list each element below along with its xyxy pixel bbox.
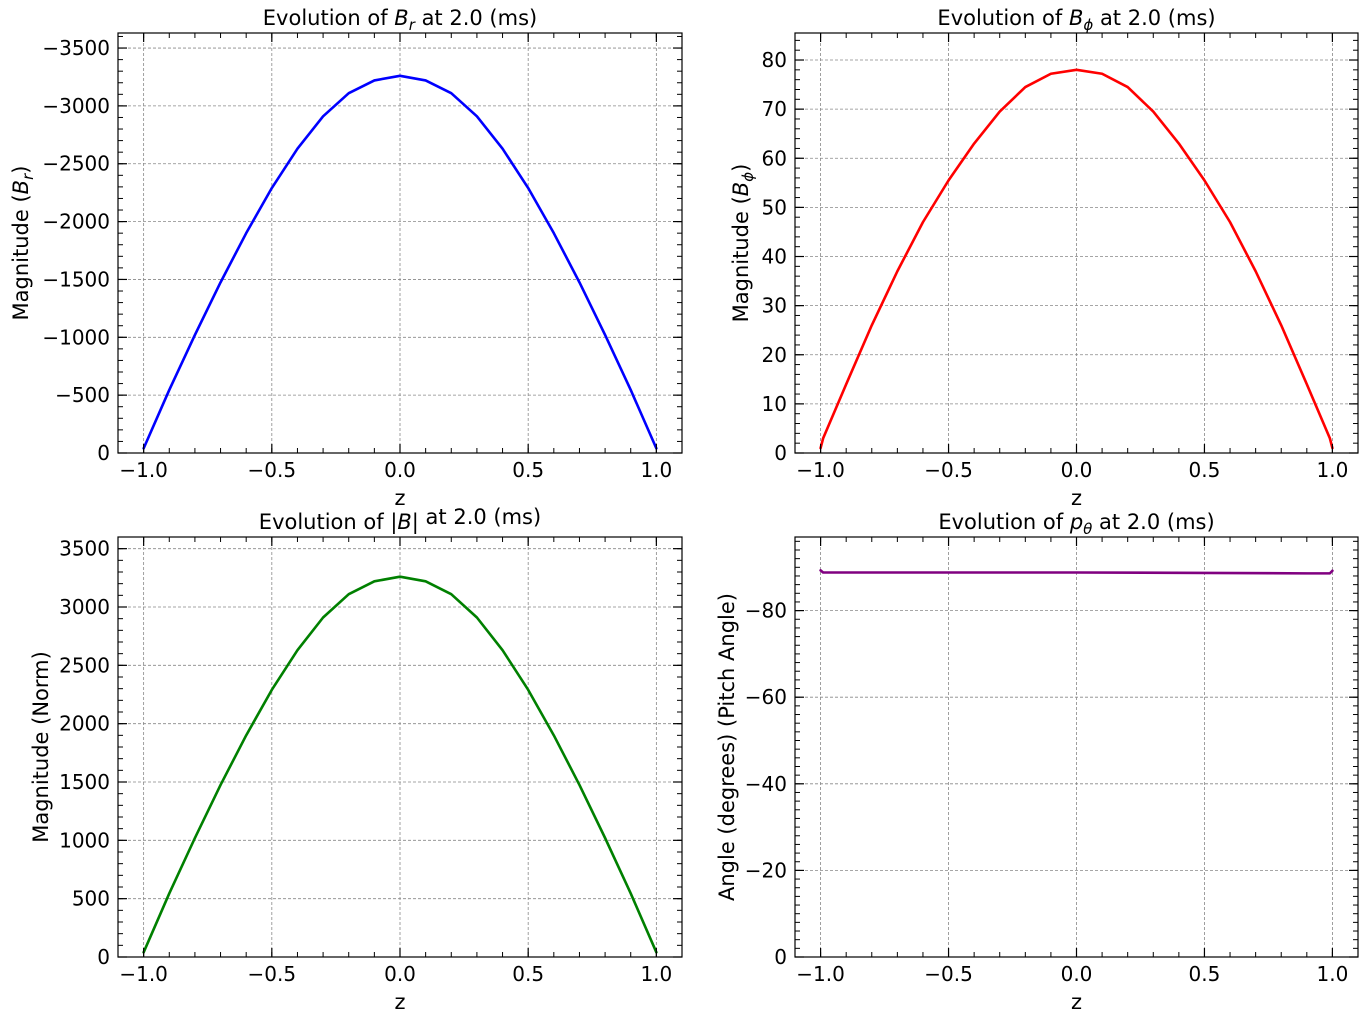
x-tick-label: −0.5 bbox=[924, 458, 973, 482]
x-tick-label: 1.0 bbox=[640, 458, 672, 482]
x-tick-label: −1.0 bbox=[796, 962, 845, 986]
series-line bbox=[142, 575, 658, 954]
y-axis-label: Angle (degrees) (Pitch Angle) bbox=[715, 593, 739, 901]
y-tick-label: −500 bbox=[55, 383, 110, 407]
x-tick-label: 0.5 bbox=[1189, 962, 1221, 986]
y-tick-label: −1500 bbox=[42, 267, 110, 291]
x-tick-label: 0.0 bbox=[384, 458, 416, 482]
y-tick-label: 20 bbox=[762, 343, 787, 367]
y-tick-label: 1500 bbox=[59, 770, 110, 794]
y-tick-label: 80 bbox=[762, 48, 787, 72]
y-tick-label: −80 bbox=[745, 599, 787, 623]
x-tick-label: 0.5 bbox=[512, 458, 544, 482]
x-tick-label: 0.0 bbox=[1061, 962, 1093, 986]
x-tick-label: 0.0 bbox=[384, 962, 416, 986]
y-tick-label: −3000 bbox=[42, 94, 110, 118]
y-tick-label: −2500 bbox=[42, 152, 110, 176]
chart-panel-2: −1.0 −0.5 0.0 0.5 1.0 0 10 20 30 40 50 60 70 80 Evolut… bbox=[729, 6, 1359, 510]
series-line bbox=[819, 68, 1334, 450]
y-tick-label: −1000 bbox=[42, 325, 110, 349]
y-axis-label: Magnitude (Norm) bbox=[29, 651, 53, 843]
y-tick-label: 500 bbox=[72, 887, 110, 911]
y-tick-label: 0 bbox=[774, 441, 787, 465]
x-tick-label: 0.0 bbox=[1061, 458, 1093, 482]
x-tick-label: −0.5 bbox=[248, 458, 297, 482]
chart-title: Evolution of Br at 2.0 (ms) bbox=[263, 6, 537, 34]
x-tick-label: 0.5 bbox=[512, 962, 544, 986]
y-tick-label: 1000 bbox=[59, 828, 110, 852]
y-tick-label: 60 bbox=[762, 146, 787, 170]
x-axis-label: z bbox=[394, 486, 405, 510]
x-tick-label: −1.0 bbox=[796, 458, 845, 482]
series-line bbox=[142, 74, 658, 450]
chart-panel-3: −1.0 −0.5 0.0 0.5 1.0 0 500 1000 1500 2000 2500 300… bbox=[29, 505, 683, 1014]
chart-panel-1: −1.0 −0.5 0.0 0.5 1.0 0 −500 −1000 −1500 −2000 −25… bbox=[9, 6, 683, 510]
chart-panel-4: −1.0 −0.5 0.0 0.5 1.0 0 −20 −40 −60 −80 Evolution … bbox=[715, 510, 1359, 1014]
x-axis-label: z bbox=[394, 990, 405, 1014]
chart-title: Evolution of Bϕ at 2.0 (ms) bbox=[937, 6, 1215, 34]
y-tick-label: −40 bbox=[745, 772, 787, 796]
x-tick-label: −1.0 bbox=[119, 962, 168, 986]
y-tick-label: 3500 bbox=[59, 537, 110, 561]
series-line bbox=[819, 569, 1334, 575]
y-tick-label: 3000 bbox=[59, 595, 110, 619]
y-axis-label: Magnitude (Bϕ) bbox=[729, 164, 757, 323]
y-tick-label: 30 bbox=[762, 294, 787, 318]
y-tick-label: 0 bbox=[774, 945, 787, 969]
y-tick-label: 0 bbox=[97, 945, 110, 969]
x-tick-label: 1.0 bbox=[1317, 458, 1349, 482]
y-tick-label: 0 bbox=[97, 441, 110, 465]
y-tick-label: −2000 bbox=[42, 210, 110, 234]
x-tick-label: 0.5 bbox=[1189, 458, 1221, 482]
chart-title: Evolution of |B| at 2.0 (ms) bbox=[259, 505, 541, 535]
x-tick-label: 1.0 bbox=[1317, 962, 1349, 986]
y-tick-label: 10 bbox=[762, 392, 787, 416]
y-tick-label: 50 bbox=[762, 195, 787, 219]
y-tick-label: −20 bbox=[745, 858, 787, 882]
y-tick-label: 40 bbox=[762, 245, 787, 269]
y-axis-label: Magnitude (Br) bbox=[9, 166, 37, 321]
x-axis-label: z bbox=[1071, 990, 1082, 1014]
x-tick-label: −0.5 bbox=[924, 962, 973, 986]
x-axis-label: z bbox=[1071, 486, 1082, 510]
y-tick-label: 2000 bbox=[59, 712, 110, 736]
y-tick-label: −60 bbox=[745, 685, 787, 709]
x-tick-label: 1.0 bbox=[640, 962, 672, 986]
y-tick-label: −3500 bbox=[42, 36, 110, 60]
x-tick-label: −1.0 bbox=[119, 458, 168, 482]
y-tick-label: 70 bbox=[762, 97, 787, 121]
x-tick-label: −0.5 bbox=[248, 962, 297, 986]
chart-title: Evolution of pθ at 2.0 (ms) bbox=[938, 510, 1214, 538]
y-tick-label: 2500 bbox=[59, 653, 110, 677]
